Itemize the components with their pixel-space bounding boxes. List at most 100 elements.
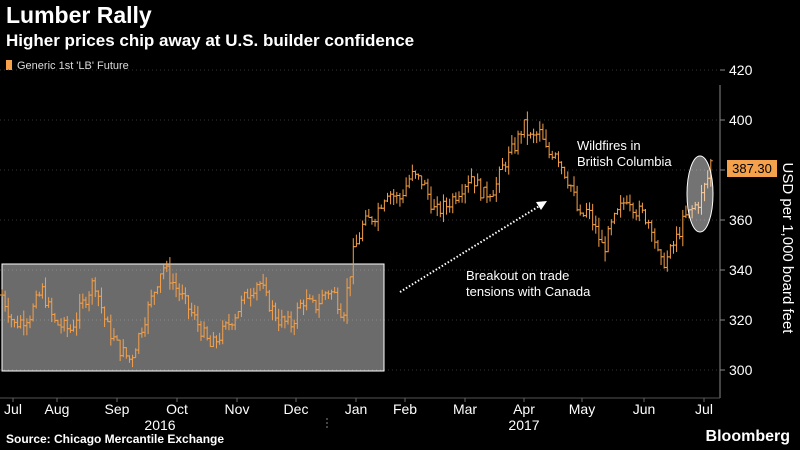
y-tick-label: 360	[729, 212, 753, 228]
ohlc-bar	[444, 197, 449, 215]
ohlc-bar	[456, 191, 461, 203]
x-tick-label: Jun	[633, 401, 656, 417]
ohlc-bar	[578, 204, 583, 216]
ohlc-bar	[360, 220, 365, 242]
ohlc-bar	[438, 201, 443, 218]
y-tick-label: 300	[729, 362, 753, 378]
ohlc-bar	[432, 199, 437, 211]
ohlc-bar	[363, 210, 368, 226]
ohlc-bar	[680, 209, 685, 247]
ohlc-bar	[640, 202, 645, 214]
ohlc-bar	[649, 220, 654, 242]
ohlc-bar	[528, 132, 533, 139]
ohlc-bar	[643, 208, 648, 225]
ohlc-bar	[394, 191, 399, 204]
ohlc-bar	[481, 186, 486, 199]
ohlc-bar	[491, 190, 496, 198]
annotation-breakout: Breakout on trade tensions with Canada	[466, 268, 591, 299]
y-ticks: 300320340360380400420	[720, 62, 753, 378]
x-tick-label: Apr	[513, 401, 535, 417]
ohlc-bar	[550, 150, 555, 160]
ohlc-bar	[547, 142, 552, 159]
ohlc-bar	[674, 226, 679, 253]
ohlc-bar	[422, 179, 427, 186]
ohlc-bar	[599, 229, 604, 244]
ohlc-bar	[494, 176, 499, 202]
ohlc-bar	[366, 208, 371, 218]
ohlc-bar	[671, 240, 676, 254]
y-tick-label: 420	[729, 62, 753, 78]
ohlc-bar	[391, 189, 396, 206]
legend-label: Generic 1st 'LB' Future	[17, 60, 129, 72]
ohlc-bar	[637, 200, 642, 222]
ohlc-bar	[612, 212, 617, 225]
ohlc-bar	[531, 128, 536, 144]
source-note: Source: Chicago Mercantile Exchange	[6, 432, 225, 446]
ohlc-bar	[435, 196, 440, 217]
ohlc-bar	[447, 198, 452, 213]
ohlc-bar	[472, 176, 477, 194]
ohlc-bar	[388, 191, 393, 205]
ohlc-bar	[631, 202, 636, 219]
ohlc-bar	[397, 192, 402, 207]
ohlc-bar	[509, 135, 514, 155]
ohlc-bar	[646, 219, 651, 229]
ohlc-bar	[404, 177, 409, 197]
x-tick-label: Dec	[284, 401, 309, 417]
ohlc-bar	[584, 202, 589, 218]
ohlc-bar	[556, 151, 561, 168]
ohlc-bar	[537, 121, 542, 142]
last-price-badge: 387.30	[727, 160, 777, 177]
ohlc-bar	[575, 185, 580, 212]
ohlc-bar	[376, 202, 381, 232]
y-axis-label: USD per 1,000 board feet	[779, 163, 796, 335]
ohlc-bar	[453, 192, 458, 205]
ohlc-bar	[369, 216, 374, 225]
ohlc-bar	[634, 209, 639, 221]
x-tick-label: Feb	[393, 401, 417, 417]
ohlc-bar	[519, 130, 524, 144]
ohlc-bar	[463, 183, 468, 204]
ohlc-bar	[506, 146, 511, 175]
ohlc-bar	[677, 226, 682, 240]
grid	[0, 69, 720, 371]
wildfires-highlight	[686, 155, 714, 233]
x-tick-label: Jul	[4, 401, 22, 417]
year-label: 2017	[508, 417, 539, 433]
x-tick-label: May	[569, 401, 595, 417]
ohlc-bar	[425, 178, 430, 200]
ohlc-bar	[410, 164, 415, 182]
ohlc-bar	[416, 173, 421, 180]
ohlc-bar	[419, 175, 424, 190]
ohlc-bars	[0, 111, 713, 368]
ohlc-bar	[596, 217, 601, 247]
ohlc-bar	[525, 111, 530, 145]
year-labels: 2016 2017	[144, 417, 539, 433]
ohlc-bar	[593, 215, 598, 234]
ohlc-bar	[484, 181, 489, 203]
chart-title: Lumber Rally	[6, 2, 152, 28]
legend: Generic 1st 'LB' Future	[6, 60, 129, 72]
ohlc-bar	[401, 189, 406, 204]
x-tick-label: Jul	[695, 401, 713, 417]
ohlc-bar	[572, 176, 577, 197]
ohlc-bar	[540, 123, 545, 140]
ohlc-bar	[627, 194, 632, 212]
ohlc-bar	[385, 192, 390, 202]
x-tick-label: Nov	[225, 401, 250, 417]
ohlc-bar	[668, 244, 673, 259]
ohlc-bar	[407, 174, 412, 189]
ohlc-bar	[618, 195, 623, 218]
chart-subtitle: Higher prices chip away at U.S. builder …	[6, 31, 415, 50]
legend-swatch	[6, 60, 12, 70]
ohlc-bar	[466, 175, 471, 193]
x-tick-label: Aug	[45, 401, 70, 417]
ohlc-bar	[522, 119, 527, 138]
ohlc-bar	[652, 228, 657, 249]
x-tick-label: Sep	[105, 401, 130, 417]
breakout-arrow	[399, 201, 547, 293]
trading-range-box	[1, 263, 385, 372]
year-label: 2016	[144, 417, 175, 433]
x-tick-label: Mar	[453, 401, 477, 417]
